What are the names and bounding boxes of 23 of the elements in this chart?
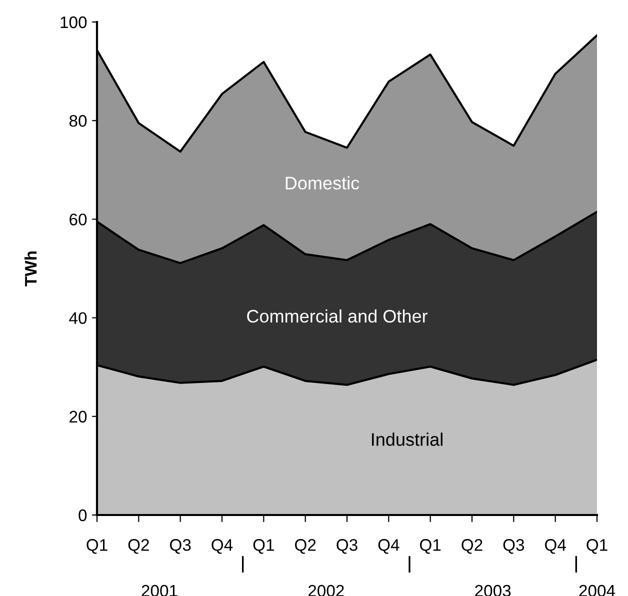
y-axis-title: TWh [24, 251, 37, 286]
y-tick-label: 60 [70, 214, 87, 226]
series-label: Commercial and Other [247, 309, 428, 323]
x-tick-label: Q1 [253, 539, 274, 554]
x-tick-label: Q1 [86, 539, 108, 554]
x-tick-label: Q4 [212, 539, 233, 554]
series-label: Industrial [372, 432, 442, 446]
y-tick-label: 20 [70, 410, 87, 423]
series-label: Domestic [286, 176, 360, 190]
y-tick-label: 100 [60, 16, 87, 28]
x-tick-label: Q4 [378, 539, 400, 554]
x-tick-label: Q3 [336, 539, 358, 554]
x-tick-label: Q1 [586, 539, 608, 554]
x-tick-label: Q4 [545, 539, 566, 554]
x-tick-label: Q3 [170, 539, 191, 554]
y-tick-label: 40 [69, 312, 87, 324]
x-tick-label: Q2 [462, 539, 482, 554]
y-tick-label: 80 [69, 115, 87, 127]
x-tick-label: Q2 [128, 539, 149, 554]
y-tick-label: 0 [78, 509, 87, 522]
x-tick-label: Q3 [503, 539, 524, 554]
x-tick-label: Q1 [420, 539, 441, 554]
x-tick-label: Q2 [295, 539, 316, 554]
